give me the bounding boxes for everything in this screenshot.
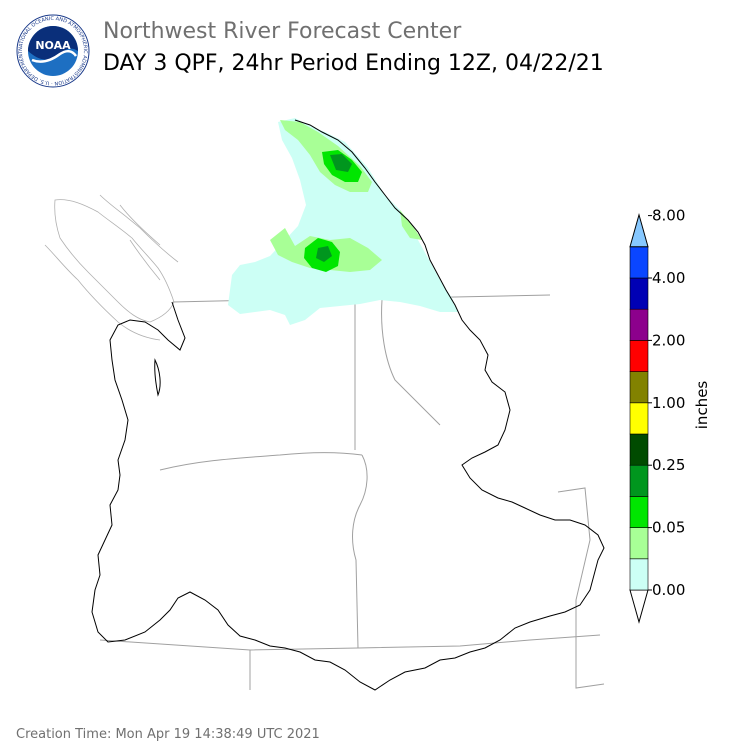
legend-tick-labels: 0.00 0.05 0.25 1.00 2.00 4.00 8.00 [648, 207, 685, 599]
legend-bin [629, 308, 649, 341]
legend-bin-under [629, 589, 649, 624]
legend-tick-label: 0.25 [652, 456, 685, 474]
legend-bin [629, 464, 649, 497]
legend-bin [629, 340, 649, 372]
legend-tick-label: 0.00 [652, 581, 685, 599]
legend-tick-label: 2.00 [652, 331, 685, 349]
coastline-gray [44, 194, 179, 341]
legend-bin [629, 277, 649, 310]
legend-bin [629, 246, 649, 279]
logo-text: NOAA [35, 39, 71, 52]
agency-title: Northwest River Forecast Center [103, 19, 462, 44]
legend-tick-label: 4.00 [652, 269, 685, 287]
product-title: DAY 3 QPF, 24hr Period Ending 12Z, 04/22… [103, 51, 604, 76]
legend-bin-over [629, 212, 649, 248]
legend-bin [629, 433, 649, 466]
precip-light [228, 118, 458, 325]
creation-time: Creation Time: Mon Apr 19 14:38:49 UTC 2… [16, 727, 320, 742]
legend-bin [629, 527, 649, 560]
basin-outline [91, 119, 605, 691]
legend-tick-label: 1.00 [652, 394, 685, 412]
legend-bin [629, 371, 649, 404]
legend-tick-label: 0.05 [652, 519, 685, 537]
legend-tick-label: 8.00 [652, 207, 685, 225]
legend-bin [629, 402, 649, 435]
legend-bin [629, 558, 649, 591]
noaa-logo: NATIONAL OCEANIC AND ATMOSPHERIC ADMINIS… [16, 14, 90, 88]
legend-color-bins [629, 212, 649, 624]
legend-bin [629, 496, 649, 528]
legend-unit-label: inches [693, 381, 711, 430]
precip-very-heavy [316, 154, 352, 262]
